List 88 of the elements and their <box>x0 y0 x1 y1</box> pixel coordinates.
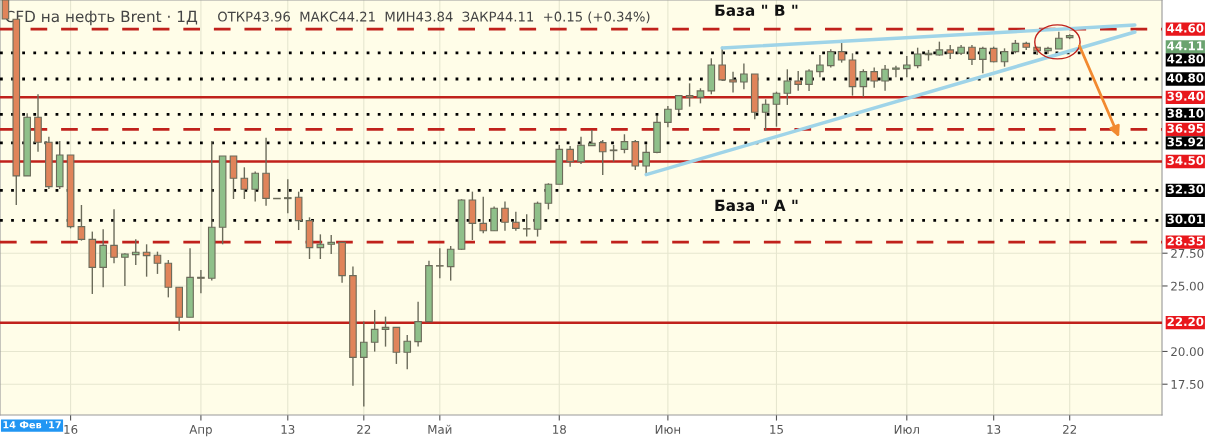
candlestick <box>153 250 162 275</box>
candlestick <box>729 70 737 94</box>
candlestick <box>229 155 238 200</box>
candlestick <box>642 143 650 176</box>
candlestick <box>859 68 868 98</box>
x-tick-label: 22 <box>1063 424 1077 434</box>
candlestick <box>544 182 553 211</box>
candlestick <box>566 145 574 168</box>
candlestick <box>197 269 205 294</box>
candlestick <box>414 300 422 348</box>
x-tick-label: Июн <box>655 425 681 434</box>
text: 44.11 <box>1167 41 1204 51</box>
candlestick <box>892 64 900 78</box>
candlestick <box>403 334 412 370</box>
candlestick <box>110 208 118 264</box>
candlestick <box>664 105 672 129</box>
candlestick <box>902 55 911 78</box>
x-tick-label: 13 <box>987 424 1001 434</box>
candlestick <box>968 44 976 66</box>
candlestick <box>327 234 336 255</box>
candlestick <box>598 139 607 176</box>
x-tick-label: Май <box>428 424 452 434</box>
candlestick <box>446 245 455 282</box>
candlestick <box>359 320 368 408</box>
ref-line-label: 30.01 <box>1167 214 1204 224</box>
candlestick <box>251 170 260 203</box>
candlestick <box>316 233 325 260</box>
candlestick <box>121 252 129 287</box>
x-tick-label: Апр <box>189 425 212 437</box>
candlestick <box>620 133 629 154</box>
candlestick <box>479 195 488 235</box>
y-tick-label: 20.00 <box>1171 347 1204 357</box>
x-tick-label: 22 <box>357 424 371 434</box>
x-tick-label: Июл <box>894 425 919 434</box>
candlestick <box>783 68 792 106</box>
candlestick <box>164 259 173 299</box>
candlestick <box>1000 47 1009 68</box>
candlestick <box>577 135 585 165</box>
candlestick <box>142 243 151 278</box>
candlestick <box>805 68 813 92</box>
ref-line-label: 36.95 <box>1167 123 1204 133</box>
x-tick-label: 13 <box>281 424 295 434</box>
ref-line-label: 39.40 <box>1167 91 1204 101</box>
candlestick <box>490 205 498 232</box>
ref-line-label: 35.92 <box>1167 137 1203 147</box>
candlestick <box>588 129 596 147</box>
candlestick <box>816 54 824 78</box>
ref-line-label: 28.35 <box>1167 236 1204 246</box>
candlestick <box>468 190 477 241</box>
text: ОТКР43.96 МАКС44.21 МИН43.84 ЗАКР44.11 +0.15 (+0.34%) <box>218 11 650 24</box>
y-tick-label: 17.50 <box>1171 379 1204 389</box>
y-tick-label: 27.50 <box>1171 248 1204 258</box>
candlestick <box>685 82 694 108</box>
candlestick <box>370 309 379 353</box>
candlestick <box>794 70 803 92</box>
ref-line-label: 42.80 <box>1167 54 1204 64</box>
candlestick <box>501 200 509 232</box>
candlestick <box>913 46 922 69</box>
candlestick <box>77 204 86 242</box>
candlestick <box>512 210 520 232</box>
candlestick <box>240 166 249 200</box>
ref-line-label: 32.30 <box>1167 184 1204 194</box>
x-tick-label: 15 <box>770 425 783 434</box>
candlestick <box>131 238 140 266</box>
annotation: База " В " <box>715 4 798 17</box>
candlestick <box>826 48 835 69</box>
candlestick <box>522 213 531 238</box>
candlestick <box>761 98 770 132</box>
candlestick <box>870 66 879 89</box>
candlestick <box>979 45 987 75</box>
candlestick <box>294 190 303 231</box>
candlestick <box>381 315 390 348</box>
ref-line-label: 34.50 <box>1167 156 1204 165</box>
ref-line-label: 22.20 <box>1167 317 1204 327</box>
candlestick <box>99 228 107 288</box>
ref-line-label: 44.60 <box>1167 23 1204 33</box>
x-tick-label: 16 <box>64 424 78 434</box>
ref-line-label: 40.80 <box>1167 73 1204 83</box>
x-tick-label: 18 <box>553 424 566 434</box>
candlestick <box>772 91 781 128</box>
candlestick <box>881 64 889 92</box>
candlestick <box>740 62 748 91</box>
candlestick <box>436 247 444 279</box>
annotation: База " А " <box>715 199 798 212</box>
ref-line-label: 38.10 <box>1167 108 1204 118</box>
text: 14 Фев '17 <box>3 421 61 429</box>
y-tick-label: 25.00 <box>1171 281 1204 291</box>
candlestick <box>283 178 292 214</box>
